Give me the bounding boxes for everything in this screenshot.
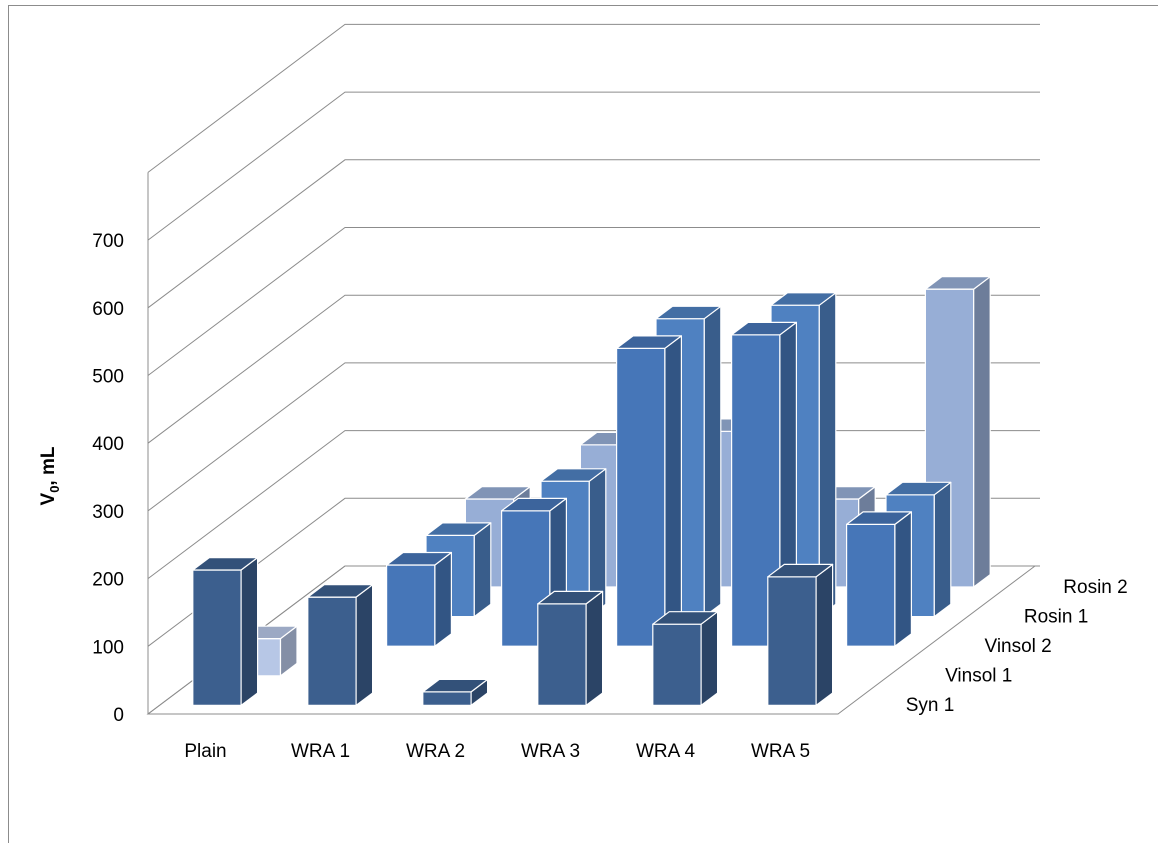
y-tick-label: 700 xyxy=(92,231,124,252)
gridline xyxy=(147,227,1040,376)
gridline-top xyxy=(147,23,1040,173)
bar-vinsol-2-wra-3 xyxy=(615,335,683,647)
x-tick-label: Plain xyxy=(184,741,226,762)
series-label: Vinsol 1 xyxy=(945,666,1012,687)
bar-syn-1-wra-1 xyxy=(307,584,374,707)
y-axis-label-rest: , mL xyxy=(38,446,59,485)
chart-bars xyxy=(192,276,991,707)
bar-vinsol-2-wra-1 xyxy=(386,551,452,647)
y-axis-label-main: V xyxy=(38,492,59,505)
bar-syn-1-wra-4 xyxy=(652,611,719,707)
gridline xyxy=(147,294,1040,444)
x-tick-label: WRA 3 xyxy=(521,741,580,762)
y-tick-label: 500 xyxy=(92,367,124,388)
x-tick-label: WRA 2 xyxy=(406,741,465,762)
bar-syn-1-wra-3 xyxy=(537,590,604,707)
y-tick-label: 300 xyxy=(92,502,124,523)
x-tick-label: WRA 4 xyxy=(636,741,696,762)
y-axis-label-sub: 0 xyxy=(47,486,62,493)
bar-syn-1-plain xyxy=(192,556,259,707)
x-tick-label: WRA 1 xyxy=(291,741,350,762)
gridline xyxy=(147,91,1040,241)
series-label: Rosin 2 xyxy=(1063,577,1127,598)
gridline xyxy=(147,159,1040,309)
bar-syn-1-wra-5 xyxy=(767,563,834,707)
y-tick-label: 0 xyxy=(113,705,124,726)
y-tick-label: 400 xyxy=(92,434,124,455)
x-tick-label: WRA 5 xyxy=(751,741,810,762)
y-axis-label: V0, mL xyxy=(38,446,62,505)
y-tick-label: 600 xyxy=(92,299,124,320)
bar-vinsol-2-wra-5 xyxy=(845,511,913,647)
bar-syn-1-wra-2 xyxy=(422,678,489,707)
series-label: Rosin 1 xyxy=(1024,606,1088,627)
chart-labels: 0 100 200 300 400 500 600 700 Plain WRA 1 WRA 2 WRA… xyxy=(92,231,1127,762)
y-tick-label: 100 xyxy=(92,637,124,658)
series-label: Syn 1 xyxy=(906,695,955,716)
y-tick-label: 200 xyxy=(92,570,124,591)
series-label: Vinsol 2 xyxy=(985,636,1052,657)
